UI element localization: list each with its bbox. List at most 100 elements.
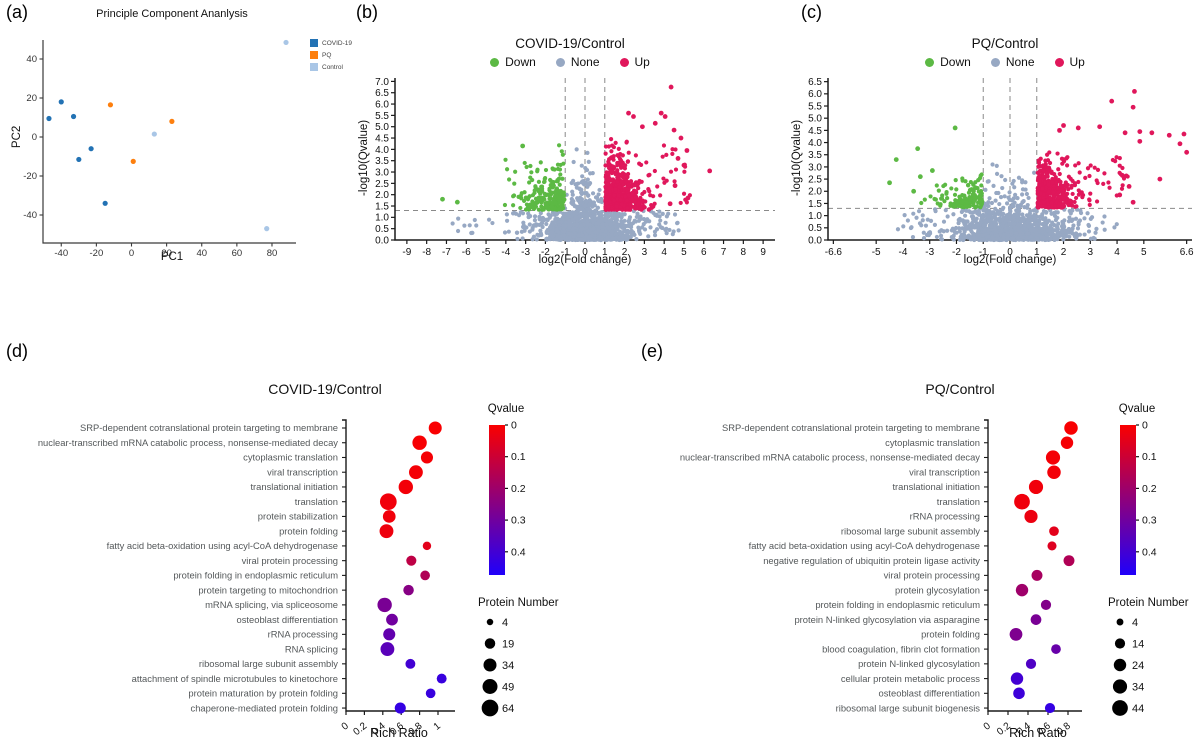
svg-text:0: 0 xyxy=(582,247,588,258)
go-term-bubble xyxy=(382,510,396,523)
go-term-label: viral transcription xyxy=(267,466,338,477)
panel-b-letter: (b) xyxy=(356,2,378,22)
go-term-bubble xyxy=(406,555,417,566)
svg-text:0.4: 0.4 xyxy=(511,546,526,558)
go-term-bubble xyxy=(1063,555,1075,567)
qvalue-legend-title: Qvalue xyxy=(1119,403,1155,415)
svg-text:0.3: 0.3 xyxy=(511,515,526,527)
svg-text:6.5: 6.5 xyxy=(808,77,822,88)
go-term-label: mRNA splicing, via spliceosome xyxy=(205,599,338,610)
svg-text:-20: -20 xyxy=(90,248,104,259)
svg-text:20: 20 xyxy=(26,93,37,104)
go-term-bubble xyxy=(1024,509,1038,524)
go-term-bubble xyxy=(1060,436,1074,449)
svg-text:0.3: 0.3 xyxy=(1142,515,1157,527)
pca-legend-item-covid: COVID-19 xyxy=(310,39,352,47)
pca-legend-item-pq: PQ xyxy=(310,51,352,59)
svg-text:7.0: 7.0 xyxy=(375,77,389,88)
svg-text:0: 0 xyxy=(1007,247,1013,258)
volcano-pq-x-axis-label: log2(Fold change) xyxy=(963,254,1057,266)
svg-text:19: 19 xyxy=(502,639,514,651)
go-term-bubble xyxy=(403,584,414,596)
svg-text:34: 34 xyxy=(1132,682,1144,694)
pca-y-axis-label: PC2 xyxy=(11,125,24,149)
svg-text:60: 60 xyxy=(232,248,243,259)
volcano-pq-title: PQ/Control xyxy=(971,36,1039,51)
volcano-pq-legend: Down None Up xyxy=(855,55,1155,69)
svg-text:0: 0 xyxy=(511,420,517,432)
svg-text:2: 2 xyxy=(1061,247,1067,258)
pca-plot: -40 -20 0 20 40 60 80 -40 -20 0 20 40 xyxy=(23,39,296,259)
svg-text:-4: -4 xyxy=(898,247,907,258)
go-term-bubble xyxy=(412,435,427,450)
legend-item-up: Up xyxy=(619,55,650,69)
volcano-pq-up-points xyxy=(1035,88,1190,210)
pca-legend-label: PQ xyxy=(322,51,332,59)
go-term-label: translational initiation xyxy=(892,481,980,492)
svg-text:0.5: 0.5 xyxy=(375,224,389,235)
go-term-label: chaperone-mediated protein folding xyxy=(191,702,339,713)
svg-text:64: 64 xyxy=(502,703,514,715)
panel-d-letter: (d) xyxy=(6,341,28,361)
pq-swatch-icon xyxy=(310,51,318,59)
svg-text:0.2: 0.2 xyxy=(1142,483,1157,495)
go-term-label: rRNA processing xyxy=(910,511,980,522)
go-term-bubble xyxy=(1045,450,1061,465)
go-term-bubble xyxy=(1009,627,1023,641)
volcano-covid-down-points xyxy=(440,143,567,212)
go-term-label: attachment of spindle microtubules to ki… xyxy=(132,673,338,684)
go-term-label: protein N-linked glycosylation via aspar… xyxy=(794,614,980,625)
control-swatch-icon xyxy=(310,63,318,71)
volcano-covid-y-axis-label: -log10(Qvalue) xyxy=(358,119,371,196)
legend-label-up: Up xyxy=(634,55,650,69)
volcano-pq-plot: -6.6 -5 -4 -3 -2 -1 0 1 2 3 4 5 6.6 0.00.51.01.52.0 2.… xyxy=(808,77,1194,258)
go-term-bubble xyxy=(1031,569,1043,581)
go-term-label: protein folding in endoplasmic reticulum xyxy=(815,599,980,610)
go-term-label: ribosomal large subunit biogenesis xyxy=(836,702,981,713)
none-dot-icon xyxy=(555,57,565,67)
go-term-bubble xyxy=(420,570,430,581)
go-term-label: protein folding in endoplasmic reticulum xyxy=(173,570,338,581)
go-covid-x-axis-label: Rich Ratio xyxy=(370,726,428,740)
svg-text:4: 4 xyxy=(1114,247,1120,258)
go-term-label: fatty acid beta-oxidation using acyl-CoA… xyxy=(107,540,338,551)
covid-swatch-icon xyxy=(310,39,318,47)
svg-text:3.0: 3.0 xyxy=(375,167,389,178)
go-term-label: osteoblast differentiation xyxy=(879,688,980,699)
none-dot-icon xyxy=(990,57,1000,67)
svg-text:-6.6: -6.6 xyxy=(825,247,843,258)
svg-text:5.5: 5.5 xyxy=(808,101,822,112)
pca-title: Principle Component Ananlysis xyxy=(96,8,248,20)
go-term-bubble xyxy=(425,688,436,699)
pca-points-pq xyxy=(107,102,175,164)
svg-text:4: 4 xyxy=(502,617,508,629)
svg-text:34: 34 xyxy=(502,660,514,672)
go-term-label: negative regulation of ubiquitin protein… xyxy=(763,555,980,566)
svg-text:24: 24 xyxy=(1132,660,1144,672)
pca-points-control xyxy=(151,39,289,232)
go-term-bubble xyxy=(398,479,413,495)
go-term-bubble xyxy=(1040,599,1052,610)
go-term-bubble xyxy=(1028,479,1044,495)
svg-text:0.4: 0.4 xyxy=(1142,546,1157,558)
go-term-label: protein folding xyxy=(921,629,980,640)
go-term-bubble xyxy=(1047,541,1057,551)
go-term-label: fatty acid beta-oxidation using acyl-CoA… xyxy=(749,540,980,551)
pca-points-covid-19 xyxy=(46,99,108,206)
go-term-bubble xyxy=(1044,702,1056,714)
panel-c-letter: (c) xyxy=(801,2,822,22)
svg-text:-5: -5 xyxy=(482,247,491,258)
pca-legend: COVID-19 PQ Control xyxy=(310,39,352,71)
svg-text:1: 1 xyxy=(1034,247,1040,258)
go-term-bubble xyxy=(377,597,392,613)
volcano-pq-none-points xyxy=(895,162,1119,243)
go-term-label: protein stabilization xyxy=(258,511,338,522)
svg-text:-9: -9 xyxy=(402,247,411,258)
go-term-label: protein N-linked glycosylation xyxy=(858,658,980,669)
svg-text:6.6: 6.6 xyxy=(1180,247,1194,258)
svg-text:-6: -6 xyxy=(462,247,471,258)
svg-text:1.5: 1.5 xyxy=(808,199,822,210)
